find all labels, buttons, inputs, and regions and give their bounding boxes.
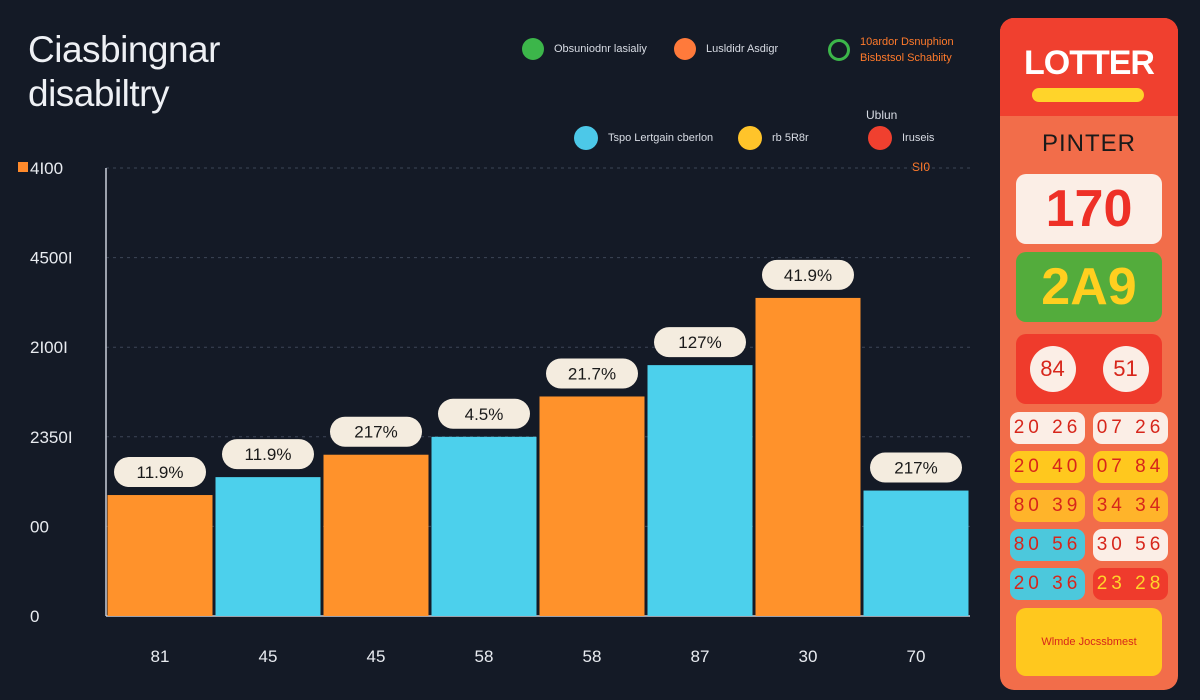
lottery-header: LOTTER: [1000, 18, 1178, 116]
lottery-ball: 51: [1102, 346, 1149, 392]
data-label-bubble: [330, 416, 422, 447]
lottery-panel: LOTTER PINTER 170 2A9 84 51 20 26 07 26 20…: [1000, 18, 1178, 690]
legend-item-5: rb 5R8r: [738, 126, 809, 150]
x-tick-label: 70: [907, 647, 926, 666]
x-tick-label: 58: [475, 647, 494, 666]
data-label-bubble: [654, 327, 746, 358]
data-label-bubble: [114, 457, 206, 488]
data-label-bubble: [762, 259, 854, 290]
bar-chart: 0002350I2I00I4500I4I0011.9%8111.9%45217%…: [18, 159, 970, 666]
x-tick-label: 87: [691, 647, 710, 666]
legend-dot-cyan-icon: [574, 126, 598, 150]
data-label-bubble: [222, 439, 314, 470]
legend-item-1: Obsuniodnr lasialiy: [522, 38, 647, 60]
data-label: 4.5%: [465, 405, 504, 424]
data-label: 41.9%: [784, 266, 832, 285]
lottery-number-cell: 34 34: [1093, 490, 1168, 522]
data-label-bubble: [546, 358, 638, 389]
legend-label: Iruseis: [902, 132, 935, 144]
bar: [323, 454, 429, 616]
lottery-title: LOTTER: [1024, 44, 1155, 82]
legend-item-6: Iruseis: [868, 126, 934, 150]
chart-title-line2: disabiltry: [28, 73, 169, 114]
legend-dot-orange-icon: [674, 38, 696, 60]
lottery-ball: 84: [1029, 346, 1076, 392]
lottery-pill: [1032, 88, 1144, 102]
y-tick-label: 4I00: [30, 159, 63, 178]
lottery-big-number-2: 2A9: [1016, 252, 1162, 322]
y-tick-label: 0: [30, 607, 39, 626]
x-tick-label: 45: [367, 647, 386, 666]
lottery-big-number-1: 170: [1016, 174, 1162, 244]
bar: [107, 495, 213, 616]
legend-dot-green-icon: [522, 38, 544, 60]
lottery-number-cell: 23 28: [1093, 568, 1168, 600]
lottery-number-cell: 30 56: [1093, 529, 1168, 561]
data-label: 217%: [894, 459, 937, 478]
bar: [215, 477, 321, 616]
bar: [539, 396, 645, 616]
legend-dot-yellow-icon: [738, 126, 762, 150]
y-tick-label: 2350I: [30, 428, 73, 447]
lottery-number-cell: 20 36: [1010, 568, 1085, 600]
legend-label: Tspo Lertgain cberlon: [608, 132, 714, 144]
x-tick-label: 45: [259, 647, 278, 666]
lottery-number-cell: 80 39: [1010, 490, 1085, 522]
lottery-number-cell: 20 26: [1010, 412, 1085, 444]
x-tick-label: 58: [583, 647, 602, 666]
axis-marker-icon: [18, 162, 28, 172]
data-label: 217%: [354, 423, 397, 442]
x-tick-label: 81: [151, 647, 170, 666]
legend-label: Obsuniodnr lasialiy: [554, 43, 647, 55]
lottery-number-cell: 07 84: [1093, 451, 1168, 483]
bar: [755, 297, 861, 616]
right-marker: SI0: [912, 160, 931, 174]
legend-note: Ublun: [866, 108, 898, 122]
bar: [647, 365, 753, 616]
lottery-number-cell: 07 26: [1093, 412, 1168, 444]
data-label-bubble: [870, 452, 962, 483]
y-tick-label: 00: [30, 517, 49, 536]
chart-title-line1: Ciasbingnar: [28, 29, 220, 70]
y-tick-label: 2I00I: [30, 338, 68, 357]
legend-item-2: Lusldidr Asdigr: [674, 38, 778, 60]
legend-dot-red-icon: [868, 126, 892, 150]
lottery-pair: 84 51: [1016, 334, 1162, 404]
legend-label: Lusldidr Asdigr: [706, 43, 779, 55]
lottery-number-grid: 20 26 07 26 20 40 07 84 80 39 34 34 80 56 30 56…: [1010, 412, 1168, 600]
data-label: 11.9%: [137, 463, 184, 482]
legend-label-line2: Bisbstsol Schabiity: [860, 52, 952, 64]
legend-label: rb 5R8r: [772, 132, 809, 144]
lottery-subtitle: PINTER: [1041, 130, 1136, 157]
legend-label-line1: 10ardor Dsnuphion: [860, 36, 954, 48]
lottery-number-cell: 20 40: [1010, 451, 1085, 483]
data-label: 11.9%: [245, 445, 292, 464]
data-label: 21.7%: [568, 364, 616, 383]
legend-item-3: 10ardor Dsnuphion Bisbstsol Schabiity: [828, 34, 954, 66]
data-label-bubble: [438, 398, 530, 429]
lottery-footer: Wlmde Jocssbmest: [1016, 608, 1162, 676]
bar: [431, 436, 537, 616]
bar: [863, 490, 969, 616]
data-label: 127%: [678, 333, 721, 352]
lottery-number-cell: 80 56: [1010, 529, 1085, 561]
y-tick-label: 4500I: [30, 249, 73, 268]
legend-item-4: Tspo Lertgain cberlon: [574, 126, 713, 150]
legend-ring-icon: [828, 39, 850, 61]
chart-title: Ciasbingnar disabiltry: [28, 28, 220, 116]
x-tick-label: 30: [799, 647, 818, 666]
